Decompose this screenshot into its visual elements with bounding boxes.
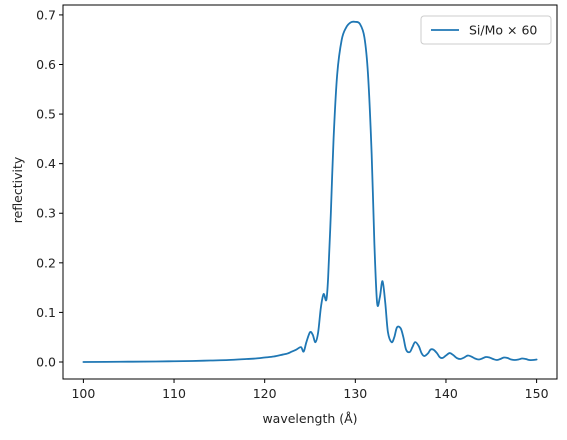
y-tick-label: 0.0 bbox=[36, 354, 56, 369]
x-tick-label: 150 bbox=[525, 386, 549, 401]
y-axis-ticks: 0.0 0.1 0.2 0.3 0.4 0.5 0.6 0.7 bbox=[36, 7, 63, 369]
legend-box bbox=[420, 15, 552, 45]
x-tick-label: 130 bbox=[343, 386, 367, 401]
y-tick-label: 0.6 bbox=[36, 57, 56, 72]
x-tick-label: 140 bbox=[434, 386, 458, 401]
x-axis-ticks: 100 110 120 130 140 150 bbox=[71, 379, 549, 401]
y-tick-label: 0.1 bbox=[36, 305, 56, 320]
x-tick-label: 120 bbox=[253, 386, 277, 401]
x-tick-label: 110 bbox=[162, 386, 186, 401]
plot-frame bbox=[62, 4, 558, 380]
series-line bbox=[82, 20, 538, 363]
y-tick-label: 0.4 bbox=[36, 156, 56, 171]
x-tick-label: 100 bbox=[71, 386, 95, 401]
y-tick-label: 0.3 bbox=[36, 206, 56, 221]
plot-area bbox=[82, 20, 538, 363]
y-axis-label: reflectivity bbox=[10, 156, 25, 223]
legend-label: Si/Mo × 60 bbox=[469, 23, 537, 38]
y-tick-label: 0.2 bbox=[36, 255, 56, 270]
x-axis-label: wavelength (Å) bbox=[262, 411, 357, 426]
y-tick-label: 0.5 bbox=[36, 107, 56, 122]
legend: Si/Mo × 60 bbox=[420, 15, 552, 45]
y-tick-label: 0.7 bbox=[36, 7, 56, 22]
